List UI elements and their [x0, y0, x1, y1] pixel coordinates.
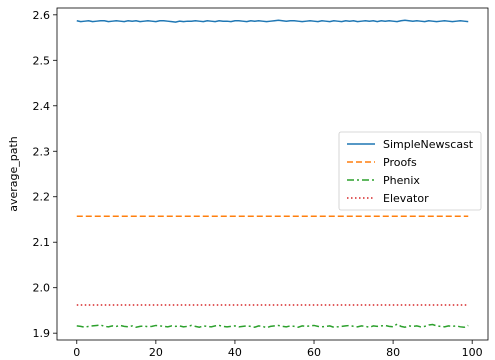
legend-label: SimpleNewscast	[383, 138, 474, 151]
y-tick-label: 2.0	[33, 282, 51, 295]
plot-frame	[56, 7, 489, 341]
y-tick-label: 2.4	[33, 100, 51, 113]
x-tick-label: 80	[386, 346, 400, 359]
x-axis: 0 20 40 60 80 100	[73, 340, 483, 359]
legend: SimpleNewscast Proofs Phenix Elevator	[338, 131, 482, 211]
x-tick-label: 20	[149, 346, 163, 359]
series-line-simplenewscast	[76, 19, 469, 23]
y-axis-label: average_path	[7, 136, 20, 212]
x-tick-label: 60	[307, 346, 321, 359]
legend-label: Elevator	[383, 192, 429, 205]
y-tick-label: 2.3	[33, 145, 51, 158]
y-tick-label: 2.5	[33, 54, 51, 67]
plot-lines	[76, 19, 469, 329]
y-tick-label: 2.2	[33, 191, 51, 204]
legend-label: Phenix	[383, 174, 420, 187]
y-tick-label: 2.6	[33, 9, 51, 22]
legend-label: Proofs	[383, 156, 417, 169]
x-tick-label: 0	[73, 346, 80, 359]
y-axis: 1.9 2.0 2.1 2.2 2.3 2.4 2.5 2.6	[33, 9, 57, 340]
y-tick-label: 1.9	[33, 327, 51, 340]
series-line-phenix	[76, 323, 469, 329]
x-tick-label: 40	[228, 346, 242, 359]
x-tick-label: 100	[462, 346, 483, 359]
y-tick-label: 2.1	[33, 236, 51, 249]
legend-box	[338, 131, 482, 211]
